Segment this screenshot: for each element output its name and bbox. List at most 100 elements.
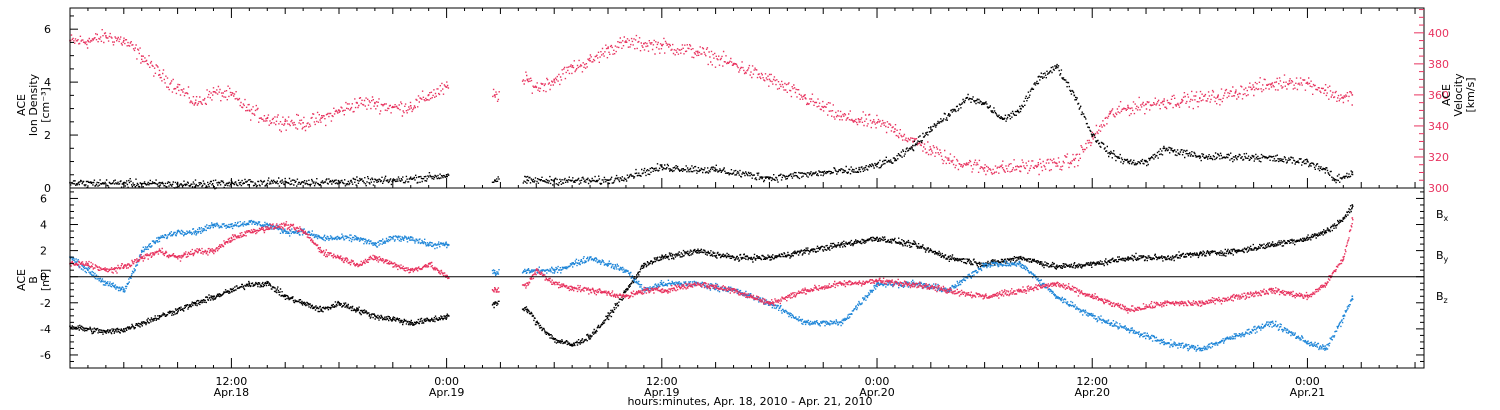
density-axis-label-line3: [cm⁻³] (39, 87, 52, 123)
x-tick-time: 12:00 (216, 375, 248, 388)
density-velocity-axes: 0 2 4 6 300 320 340 360 380 400 (44, 7, 1449, 195)
velocity-tick-label: 360 (1428, 89, 1449, 102)
b-axis-label-line1: ACE (15, 269, 28, 291)
by-point (1324, 347, 1327, 350)
bz-point (1270, 288, 1273, 291)
bz-point (876, 279, 878, 282)
legend-by: By (1436, 249, 1449, 264)
bx-point (230, 288, 233, 291)
bx-point (158, 315, 161, 317)
bz-point (374, 256, 376, 258)
by-point (123, 288, 125, 291)
bx-scatter-cloud (70, 205, 1354, 347)
b-tick-label: 6 (40, 192, 47, 205)
velocity-point (553, 78, 555, 81)
x-axis-title: hours:minutes, Apr. 18, 2010 - Apr. 21, … (627, 395, 872, 408)
b-tick-label: 0 (40, 271, 47, 284)
bx-point (266, 282, 269, 284)
bz-point (320, 249, 322, 252)
x-tick-time: 0:00 (1295, 375, 1320, 388)
velocity-point (804, 97, 807, 99)
velocity-point (409, 105, 412, 107)
density-point (1324, 168, 1327, 171)
velocity-point (571, 66, 573, 68)
velocity-point (1127, 106, 1129, 109)
density-point (1037, 76, 1040, 78)
velocity-point (625, 41, 627, 43)
x-tick-time: 0:00 (434, 375, 459, 388)
velocity-point (374, 101, 376, 104)
velocity-point (1234, 91, 1237, 93)
by-point (494, 272, 496, 274)
x-tick-date: Apr.20 (859, 386, 895, 399)
velocity-point (894, 128, 896, 130)
b-tick-label: -6 (40, 349, 51, 362)
bx-point (661, 256, 663, 258)
by-point (1351, 295, 1354, 298)
bz-point (571, 286, 573, 288)
bx-point (526, 308, 529, 311)
velocity-point (105, 35, 107, 37)
by-point (427, 243, 430, 245)
density-point (526, 179, 529, 181)
bz-point (643, 288, 645, 291)
density-velocity-frame (69, 7, 1425, 189)
bx-point (427, 318, 430, 321)
bx-point (589, 334, 591, 337)
magnetic-field-plot-area (69, 204, 1354, 352)
bx-point (445, 315, 448, 317)
velocity-point (876, 122, 878, 124)
by-point (212, 223, 215, 226)
velocity-axis-label-line2: Velocity (1452, 73, 1465, 117)
bx-point (212, 295, 215, 298)
bx-point (1055, 265, 1058, 268)
velocity-axis-label-line3: [km/s] (1464, 77, 1477, 112)
velocity-point (1288, 80, 1291, 82)
density-axis-label-line1: ACE (15, 94, 28, 116)
density-series (69, 63, 1354, 190)
legend-bx: Bx (1436, 208, 1449, 223)
velocity-point (212, 91, 215, 93)
bx-point (409, 321, 412, 324)
density-point (714, 168, 717, 171)
x-tick-date: Apr.19 (644, 386, 680, 399)
velocity-point (526, 78, 529, 81)
by-point (194, 230, 197, 232)
legend-bx-subscript: x (1444, 214, 1449, 223)
by-point (553, 269, 555, 271)
b-tick-label: 2 (40, 245, 47, 258)
velocity-point (1109, 112, 1111, 115)
bx-point (284, 295, 286, 298)
bz-point (1351, 217, 1354, 219)
density-point (1351, 171, 1354, 173)
velocity-point (589, 60, 591, 62)
by-point (1234, 334, 1237, 337)
velocity-point (140, 55, 143, 57)
velocity-point (607, 47, 609, 50)
velocity-point (948, 159, 950, 161)
velocity-point (1270, 83, 1273, 85)
density-point (392, 179, 394, 181)
b-tick-label: -4 (40, 323, 51, 336)
velocity-point (1019, 165, 1022, 168)
x-tick-date: Apr.20 (1074, 386, 1110, 399)
time-axis: 12:00Apr.180:00Apr.1912:00Apr.190:00Apr.… (69, 8, 1416, 399)
velocity-point (302, 122, 304, 124)
velocity-point (1001, 167, 1004, 169)
by-point (409, 236, 412, 239)
by-point (140, 249, 143, 252)
velocity-tick-label: 340 (1428, 120, 1449, 133)
bx-point (176, 308, 179, 311)
bz-point (1306, 295, 1309, 298)
bx-point (607, 315, 609, 317)
b-tick-label: 4 (40, 219, 47, 232)
velocity-axis-label-line1: ACE (1440, 84, 1453, 106)
bz-series (69, 217, 1354, 314)
density-point (912, 144, 914, 147)
by-point (356, 236, 358, 239)
density-point (930, 126, 932, 128)
b-axis-label-line2: B (27, 276, 40, 284)
bz-point (230, 236, 233, 239)
velocity-point (1163, 100, 1165, 102)
